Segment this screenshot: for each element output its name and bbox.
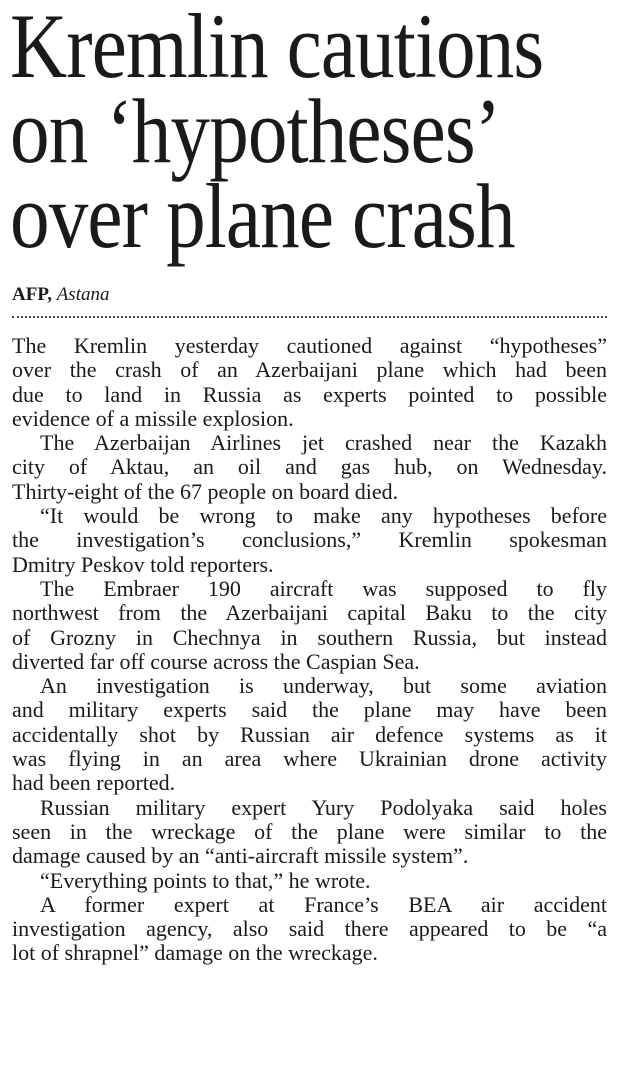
- paragraph-line: northwest from the Azerbaijani capital B…: [12, 600, 607, 626]
- headline-line: over plane crash: [10, 165, 516, 267]
- paragraph-line: over the crash of an Azerbaijani plane w…: [12, 357, 607, 383]
- paragraph-line: had been reported.: [12, 770, 176, 796]
- paragraph-line: The Azerbaijan Airlines jet crashed near…: [40, 430, 607, 456]
- article-paragraph: The Azerbaijan Airlines jet crashed near…: [12, 430, 607, 504]
- paragraph-line: Russian military expert Yury Podolyaka s…: [40, 794, 607, 820]
- article-paragraph: The Kremlin yesterday cautioned against …: [12, 333, 607, 431]
- paragraph-line: The Embraer 190 aircraft was supposed to…: [40, 575, 607, 601]
- paragraph-line: evidence of a missile explosion.: [12, 405, 294, 431]
- article-paragraph: Russian military expert Yury Podolyaka s…: [12, 794, 607, 869]
- paragraph-line: and military experts said the plane may …: [12, 697, 607, 723]
- article-paragraph: “Everything points to that,” he wrote.: [12, 867, 607, 893]
- headline-line: on ‘hypotheses’: [10, 80, 501, 182]
- headline: Kremlin cautions on ‘hypotheses’ over pl…: [10, 0, 617, 267]
- paragraph-line: “It would be wrong to make any hypothese…: [40, 503, 607, 529]
- paragraph-line: due to land in Russia as experts pointed…: [12, 381, 607, 407]
- paragraph-line: An investigation is underway, but some a…: [40, 673, 607, 699]
- dotted-divider: [12, 316, 607, 318]
- paragraph-line: seen in the wreckage of the plane were s…: [12, 818, 607, 844]
- byline-agency: AFP,: [12, 284, 52, 305]
- article-body: The Kremlin yesterday cautioned against …: [12, 333, 607, 966]
- article-paragraph: An investigation is underway, but some a…: [12, 673, 607, 796]
- paragraph-line: accidentally shot by Russian air defence…: [12, 721, 607, 747]
- article-paragraph: The Embraer 190 aircraft was supposed to…: [12, 575, 607, 674]
- paragraph-line: lot of shrapnel” damage on the wreckage.: [12, 940, 378, 966]
- byline-location: Astana: [56, 284, 110, 305]
- paragraph-line: city of Aktau, an oil and gas hub, on We…: [12, 454, 607, 480]
- paragraph-line: was flying in an area where Ukrainian dr…: [12, 746, 607, 772]
- paragraph-line: diverted far off course across the Caspi…: [12, 648, 420, 674]
- paragraph-line: investigation agency, also said there ap…: [12, 916, 607, 942]
- paragraph-line: the investigation’s conclusions,” Kremli…: [12, 527, 607, 553]
- byline: AFP, Astana: [12, 284, 109, 306]
- paragraph-line: “Everything points to that,” he wrote.: [40, 867, 371, 893]
- paragraph-line: damage caused by an “anti-aircraft missi…: [12, 843, 469, 869]
- paragraph-line: of Grozny in Chechnya in southern Russia…: [12, 624, 607, 650]
- paragraph-line: The Kremlin yesterday cautioned against …: [12, 333, 607, 358]
- paragraph-line: A former expert at France’s BEA air acci…: [40, 891, 607, 917]
- paragraph-line: Thirty-eight of the 67 people on board d…: [12, 478, 399, 504]
- headline-line: Kremlin cautions: [10, 0, 544, 97]
- paragraph-line: Dmitry Peskov told reporters.: [12, 551, 274, 577]
- article-paragraph: “It would be wrong to make any hypothese…: [12, 503, 607, 577]
- article-paragraph: A former expert at France’s BEA air acci…: [12, 891, 607, 966]
